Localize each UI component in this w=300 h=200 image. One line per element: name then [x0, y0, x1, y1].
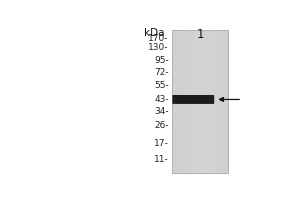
Text: 130-: 130- [148, 43, 169, 52]
Bar [182, 30, 184, 173]
Bar [209, 30, 211, 173]
Bar [222, 30, 224, 173]
Text: 170-: 170- [148, 34, 169, 43]
Bar [217, 30, 218, 173]
Bar [190, 30, 191, 173]
Bar [184, 30, 186, 173]
Bar [224, 30, 226, 173]
Text: 26-: 26- [154, 121, 169, 130]
Bar [220, 30, 222, 173]
FancyBboxPatch shape [172, 95, 214, 104]
Bar [215, 30, 217, 173]
Bar [213, 30, 214, 173]
Bar [197, 30, 199, 173]
Text: 34-: 34- [154, 107, 169, 116]
Bar [203, 30, 205, 173]
Bar [180, 30, 182, 173]
Bar [172, 30, 174, 173]
Bar [228, 30, 230, 173]
Bar [172, 30, 228, 173]
Bar [211, 30, 213, 173]
Text: 55-: 55- [154, 81, 169, 90]
Bar [178, 30, 180, 173]
Bar [186, 30, 188, 173]
Bar [176, 30, 178, 173]
Text: 17-: 17- [154, 139, 169, 148]
Text: 1: 1 [196, 28, 204, 41]
Bar [174, 30, 176, 173]
Bar [194, 30, 195, 173]
Bar [218, 30, 220, 173]
Bar [207, 30, 209, 173]
Text: 72-: 72- [154, 68, 169, 77]
Bar [195, 30, 197, 173]
Bar [188, 30, 190, 173]
Text: 95-: 95- [154, 56, 169, 65]
Bar [201, 30, 203, 173]
Text: 11-: 11- [154, 155, 169, 164]
Text: kDa: kDa [144, 28, 164, 38]
Text: 43-: 43- [154, 95, 169, 104]
Bar [199, 30, 201, 173]
Bar [205, 30, 207, 173]
Bar [192, 30, 194, 173]
Bar [226, 30, 228, 173]
